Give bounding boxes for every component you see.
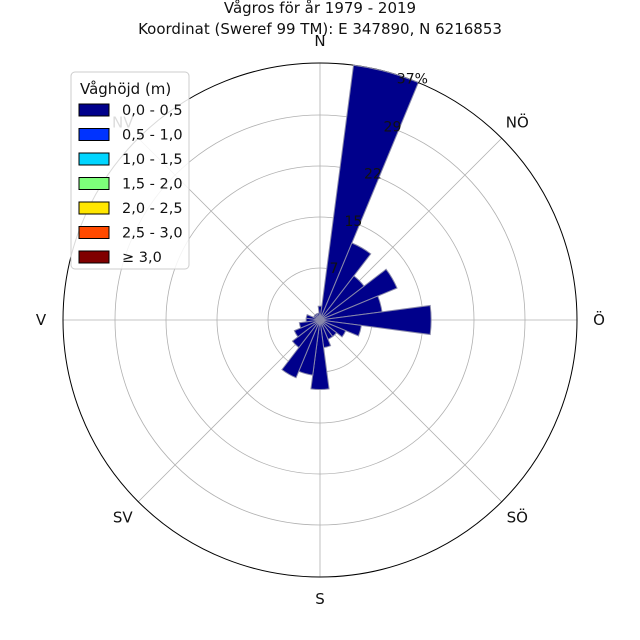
direction-label: SÖ <box>507 507 528 526</box>
radial-tick-labels: 7 15 22 29 37% <box>329 72 427 277</box>
legend-label: 0,0 - 0,5 <box>122 103 183 119</box>
legend-swatch <box>78 103 110 117</box>
rose-bar <box>293 319 321 338</box>
legend-label: 1,0 - 1,5 <box>122 152 183 168</box>
rose-bar <box>291 319 321 349</box>
radial-tick-label: 22 <box>364 167 382 183</box>
legend-label: ≥ 3,0 <box>122 250 162 266</box>
legend-label: 2,0 - 2,5 <box>122 201 183 217</box>
legend-box <box>70 71 190 270</box>
legend-swatch <box>78 177 110 190</box>
direction-label: Ö <box>593 310 605 329</box>
legend: Våghöjd (m) 0,0 - 0,5 0,5 - 1,0 1,0 - 1,5 1… <box>70 71 190 270</box>
direction-label: SV <box>113 508 134 526</box>
radial-tick-label: 29 <box>384 120 402 136</box>
direction-label: S <box>315 590 325 608</box>
legend-label: 2,5 - 3,0 <box>122 226 183 242</box>
outer-ring <box>62 62 578 578</box>
rose-bar <box>310 319 330 390</box>
rose-bar <box>319 268 398 321</box>
rose-bar <box>298 319 321 329</box>
rose-bars <box>281 64 432 390</box>
direction-label: NÖ <box>506 113 529 132</box>
radial-tick-label: 7 <box>329 261 338 277</box>
rose-bar <box>316 312 321 321</box>
legend-label: 1,5 - 2,0 <box>122 177 183 193</box>
legend-swatch <box>78 128 110 141</box>
grid-spoke <box>137 319 321 503</box>
legend-title: Våghöjd (m) <box>80 80 171 98</box>
radial-tick-label: 15 <box>345 214 363 230</box>
rose-bar <box>319 64 420 321</box>
legend-swatch <box>78 152 110 166</box>
legend-label: 0,5 - 1,0 <box>122 128 183 144</box>
grid-spoke <box>319 319 503 503</box>
legend-swatch <box>78 250 110 264</box>
rose-bar <box>319 242 372 321</box>
rose-bar <box>281 319 321 379</box>
chart-title: Vågros för år 1979 - 2019 <box>224 0 416 17</box>
legend-entries: 0,0 - 0,5 0,5 - 1,0 1,0 - 1,5 1,5 - 2,0 2,0 … <box>78 103 183 266</box>
direction-label: V <box>36 311 47 329</box>
rose-bar <box>319 304 432 336</box>
chart-subtitle: Koordinat (Sweref 99 TM): E 347890, N 62… <box>138 20 502 38</box>
legend-swatch <box>78 226 110 239</box>
radial-tick-label: 37% <box>397 72 428 88</box>
legend-swatch <box>78 201 110 215</box>
rose-bar <box>319 319 347 338</box>
direction-label: N <box>314 32 325 50</box>
